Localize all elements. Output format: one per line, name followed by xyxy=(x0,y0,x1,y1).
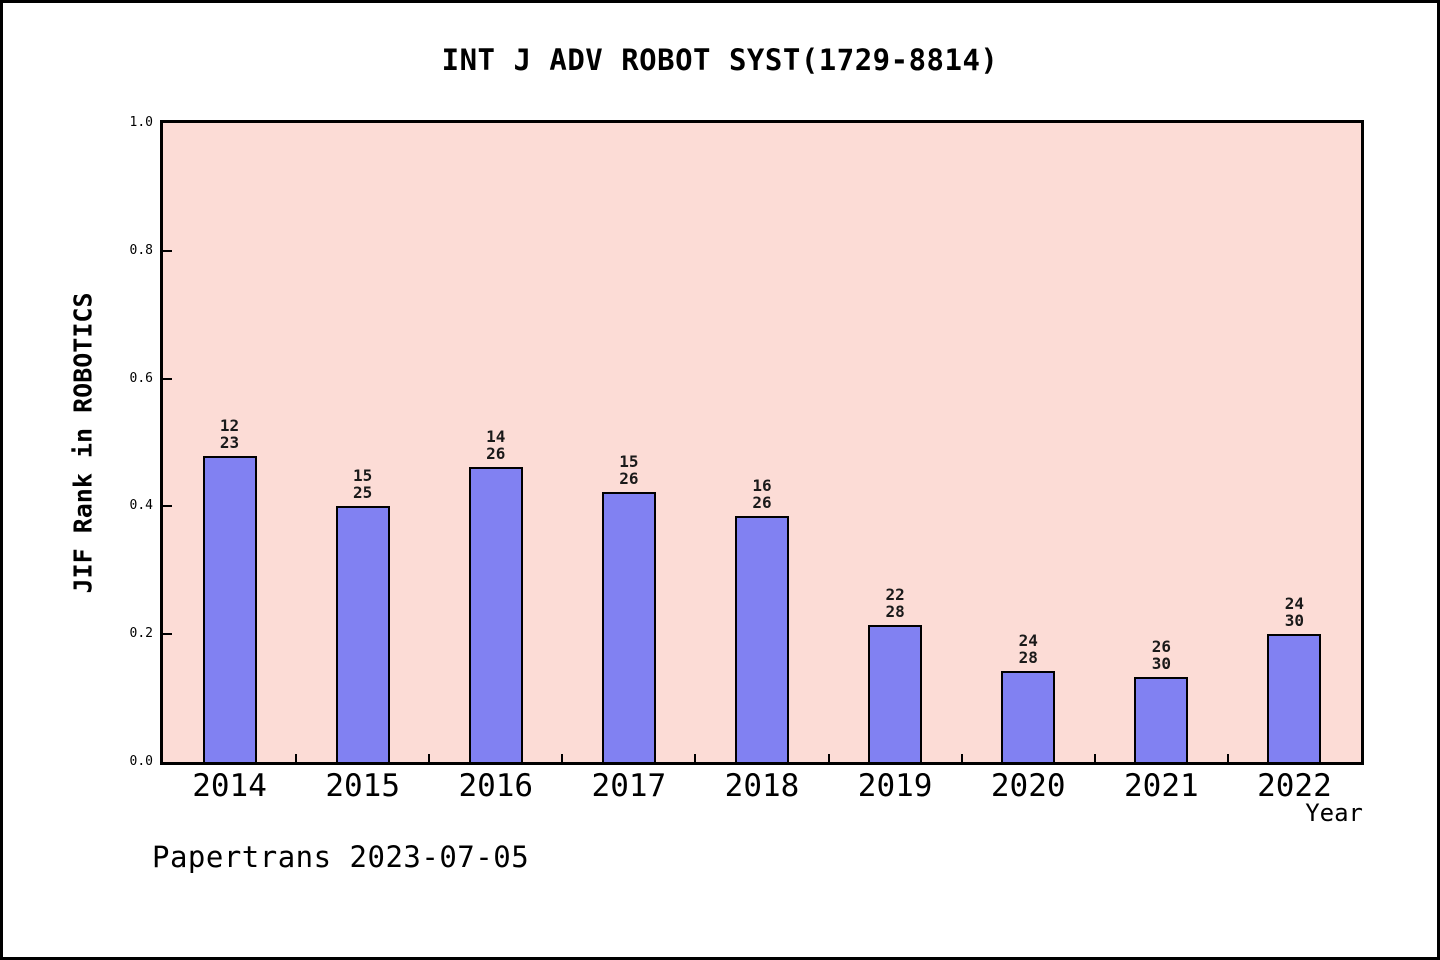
x-tick-label: 2020 xyxy=(990,768,1066,804)
x-tick-label: 2022 xyxy=(1257,768,1332,804)
y-tick-label: 1.0 xyxy=(129,115,153,130)
bar xyxy=(1001,671,1056,762)
bar-rank-value: 24 xyxy=(1284,594,1305,613)
x-axis-label: Year xyxy=(1305,799,1363,827)
bar xyxy=(1267,634,1322,762)
y-tick-mark xyxy=(163,249,172,252)
y-tick-mark xyxy=(163,633,172,636)
bar xyxy=(868,625,923,762)
y-tick-label: 0.0 xyxy=(129,754,153,769)
bar-value-label: 14 26 xyxy=(456,428,536,462)
y-tick-mark xyxy=(163,377,172,380)
bar-value-label: 26 30 xyxy=(1121,638,1201,672)
x-tick-label: 2017 xyxy=(591,768,667,804)
bar-total-value: 28 xyxy=(1018,648,1038,667)
bar-value-label: 15 25 xyxy=(323,467,403,501)
y-tick-label: 0.8 xyxy=(129,242,153,258)
bar-value-label: 22 28 xyxy=(855,586,935,620)
bar-total-value: 30 xyxy=(1284,611,1305,630)
bar-rank-value: 24 xyxy=(1018,631,1038,650)
x-tick-label: 2016 xyxy=(458,768,534,804)
bar-value-label: 16 26 xyxy=(722,477,802,511)
bar-total-value: 26 xyxy=(619,469,639,488)
bar-rank-value: 22 xyxy=(885,585,905,604)
x-tick-mark xyxy=(295,754,298,762)
y-tick-label: 0.2 xyxy=(129,626,153,642)
x-tick-label: 2018 xyxy=(724,768,800,804)
x-tick-mark xyxy=(1093,754,1096,762)
bar-total-value: 30 xyxy=(1151,654,1171,673)
y-tick-label: 0.6 xyxy=(129,370,153,386)
bar-value-label: 24 30 xyxy=(1254,595,1334,629)
bar xyxy=(202,456,257,762)
bar-total-value: 28 xyxy=(885,602,905,621)
x-tick-mark xyxy=(694,754,697,762)
chart-title: INT J ADV ROBOT SYST(1729-8814) xyxy=(441,43,999,77)
bar xyxy=(735,516,789,762)
bar-total-value: 26 xyxy=(752,493,772,512)
x-tick-mark xyxy=(827,754,830,762)
bar-value-label: 24 28 xyxy=(988,632,1068,666)
watermark-text: Papertrans 2023-07-05 xyxy=(152,840,530,874)
x-tick-label: 2019 xyxy=(857,768,933,804)
plot-area: 12 23 15 25 14 26 15 26 16 26 22 28 24 28 26 30 24 30 xyxy=(160,120,1364,765)
bar-rank-value: 14 xyxy=(486,427,506,446)
bar xyxy=(1134,677,1189,762)
bar-total-value: 25 xyxy=(353,483,373,502)
bar-value-label: 15 26 xyxy=(589,453,669,487)
bar-total-value: 26 xyxy=(486,444,506,463)
y-tick-label: 0.4 xyxy=(129,498,153,514)
bar-rank-value: 15 xyxy=(619,452,639,471)
y-tick-mark xyxy=(163,505,172,508)
bar xyxy=(335,506,390,762)
x-tick-mark xyxy=(428,754,431,762)
y-axis-label: JIF Rank in ROBOTICS xyxy=(68,292,98,594)
bar-rank-value: 12 xyxy=(219,416,240,435)
bar-value-label: 12 23 xyxy=(190,417,270,451)
x-tick-label: 2015 xyxy=(325,768,400,804)
bar xyxy=(468,467,523,762)
x-tick-label: 2021 xyxy=(1124,768,1199,804)
bar-rank-value: 15 xyxy=(353,466,373,485)
x-tick-mark xyxy=(561,754,564,762)
x-tick-label: 2014 xyxy=(192,768,267,804)
x-tick-mark xyxy=(960,754,963,762)
x-tick-mark xyxy=(1226,754,1229,762)
bar-total-value: 23 xyxy=(219,433,240,452)
bar-rank-value: 26 xyxy=(1151,637,1171,656)
bar-rank-value: 16 xyxy=(752,476,772,495)
bar xyxy=(601,492,656,762)
